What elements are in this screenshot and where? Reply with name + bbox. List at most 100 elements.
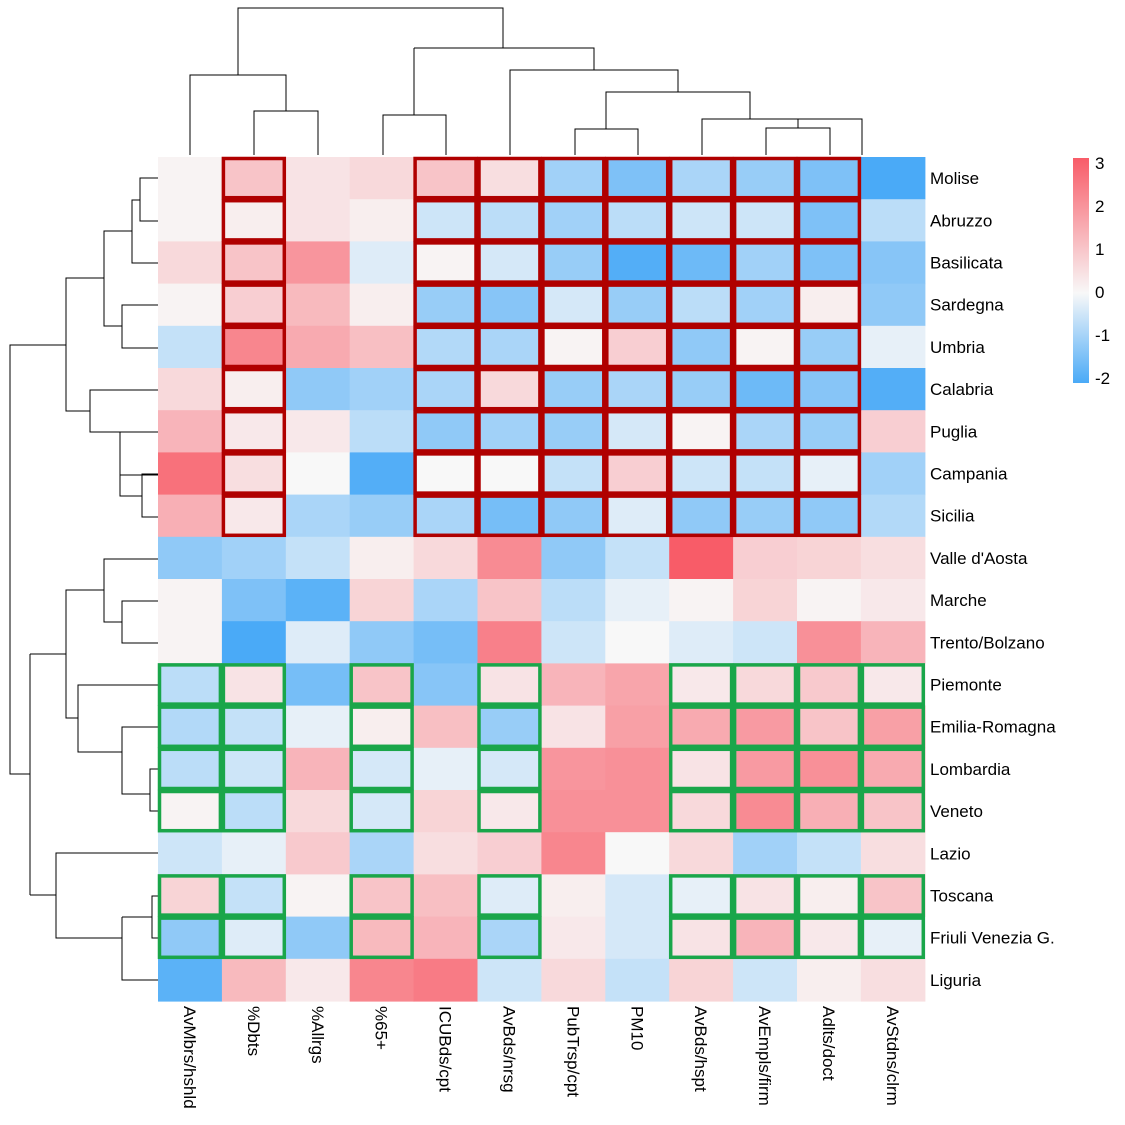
- heatmap-cell: [158, 157, 223, 200]
- dendrogram-branch: [55, 852, 158, 939]
- highlight-box: [413, 494, 478, 538]
- highlight-box: [477, 198, 542, 242]
- heatmap-cell: [860, 621, 926, 664]
- heatmap-cell: [797, 199, 862, 242]
- heatmap-cell: [158, 916, 223, 960]
- dendrogram-branch: [765, 127, 831, 155]
- heatmap-cell: [860, 958, 926, 1002]
- heatmap-cell: [285, 536, 351, 580]
- heatmap-cell: [797, 283, 862, 327]
- heatmap-cell: [605, 790, 670, 833]
- heatmap-cell: [733, 916, 798, 960]
- highlight-box: [221, 916, 287, 960]
- dendrogram-branch: [121, 304, 158, 349]
- heatmap-cell: [541, 325, 606, 369]
- heatmap-cell: [541, 452, 606, 496]
- dendrogram-branch: [139, 177, 158, 222]
- heatmap-cell: [605, 916, 670, 960]
- highlight-box: [157, 705, 223, 749]
- heatmap-cell: [158, 747, 223, 791]
- heatmap-cell: [158, 874, 223, 918]
- heatmap-cell: [605, 874, 670, 918]
- heatmap-cell: [733, 705, 798, 749]
- heatmap-cell: [221, 579, 287, 622]
- heatmap-cell: [541, 199, 606, 242]
- heatmap-cell: [349, 494, 415, 538]
- heatmap-cell: [413, 874, 479, 918]
- heatmap-cell: [285, 958, 351, 1002]
- heatmap-cell: [541, 663, 606, 707]
- highlight-box: [732, 409, 798, 453]
- highlight-box: [413, 156, 478, 200]
- column-label: ICUBds/cpt: [436, 1006, 455, 1092]
- highlight-box: [668, 452, 734, 495]
- highlight-box: [605, 241, 670, 284]
- highlight-box: [477, 789, 542, 833]
- highlight-box: [605, 198, 670, 242]
- heatmap-cell: [413, 790, 479, 833]
- highlight-box: [668, 874, 734, 917]
- heatmap-cell: [413, 199, 479, 242]
- legend-tick-label: 0: [1095, 283, 1104, 302]
- heatmap-cell: [541, 705, 606, 749]
- heatmap-cell: [605, 157, 670, 200]
- heatmap-cell: [158, 663, 223, 707]
- highlight-box: [605, 325, 670, 369]
- dendrogram-branch: [237, 7, 504, 75]
- heatmap-cell: [349, 325, 415, 369]
- heatmap-cell: [669, 410, 734, 453]
- heatmap-cell: [285, 790, 351, 833]
- heatmap-cell: [669, 452, 734, 496]
- heatmap-cell: [285, 621, 351, 664]
- highlight-box: [668, 789, 734, 833]
- heatmap-cell: [477, 832, 542, 875]
- column-label: %Allrgs: [308, 1006, 327, 1064]
- dendrogram-branch: [121, 726, 158, 795]
- legend-tick-label: 1: [1095, 240, 1104, 259]
- highlight-box: [668, 705, 734, 749]
- heatmap-cell: [285, 410, 351, 453]
- row-label: Emilia-Romagna: [930, 718, 1056, 737]
- highlight-box: [732, 747, 798, 791]
- heatmap-cell: [541, 410, 606, 453]
- heatmap-cell: [733, 579, 798, 622]
- heatmap-cell: [669, 958, 734, 1002]
- heatmap-cell: [477, 157, 542, 200]
- dendrogram-branch: [65, 589, 104, 719]
- heatmap-cell: [669, 241, 734, 285]
- heatmap-cell: [860, 368, 926, 411]
- highlight-box: [668, 367, 734, 411]
- heatmap-cell: [733, 536, 798, 580]
- heatmap-cell: [541, 621, 606, 664]
- highlight-box: [732, 241, 798, 284]
- dendrogram-branch: [131, 199, 158, 264]
- highlight-box: [732, 916, 798, 960]
- column-label: AvStdns/clrm: [883, 1006, 902, 1106]
- heatmap-cell: [797, 958, 862, 1002]
- heatmap-cell: [669, 916, 734, 960]
- row-label: Liguria: [930, 971, 982, 990]
- heatmap-cell: [541, 241, 606, 285]
- highlight-box: [157, 663, 223, 706]
- heatmap-cell: [605, 958, 670, 1002]
- heatmap-cell: [349, 663, 415, 707]
- highlight-box: [477, 241, 542, 284]
- heatmap-cell: [541, 790, 606, 833]
- dendrogram-branch: [141, 473, 158, 518]
- heatmap-cell: [413, 536, 479, 580]
- row-label: Puglia: [930, 422, 978, 441]
- highlight-box: [732, 156, 798, 200]
- heatmap-cell: [413, 368, 479, 411]
- highlight-box: [605, 367, 670, 411]
- heatmap-cell: [413, 621, 479, 664]
- heatmap-cell: [797, 621, 862, 664]
- heatmap-cell: [413, 705, 479, 749]
- heatmap-cell: [285, 368, 351, 411]
- highlight-box: [668, 663, 734, 706]
- heatmap-cell: [605, 621, 670, 664]
- heatmap-cell: [797, 790, 862, 833]
- heatmap-cell: [158, 368, 223, 411]
- highlight-box: [221, 198, 287, 242]
- dendrogram-branch: [89, 389, 158, 411]
